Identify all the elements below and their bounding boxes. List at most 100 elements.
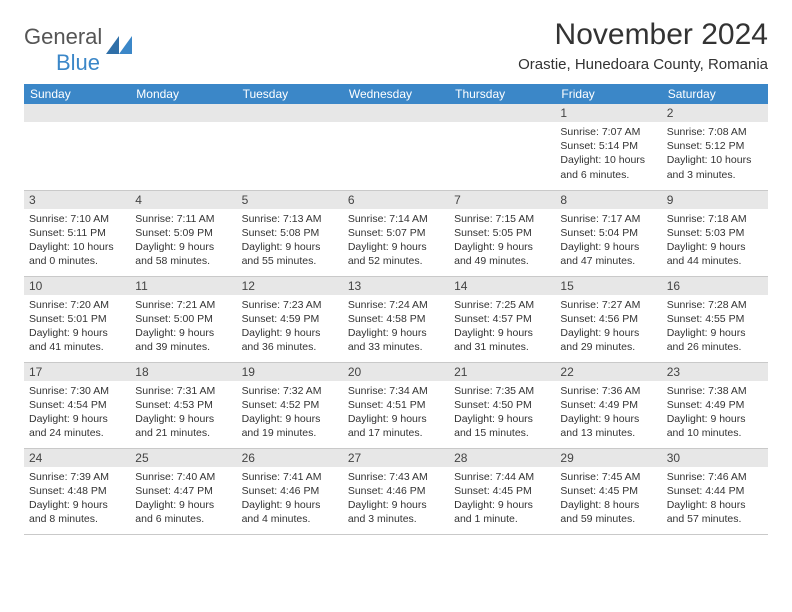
calendar-day-cell: 16Sunrise: 7:28 AMSunset: 4:55 PMDayligh… [662,276,768,362]
weekday-header: Saturday [662,84,768,104]
day-number: 21 [449,363,555,381]
day-details: Sunrise: 7:39 AMSunset: 4:48 PMDaylight:… [24,467,130,531]
day-details: Sunrise: 7:08 AMSunset: 5:12 PMDaylight:… [662,122,768,186]
day-details: Sunrise: 7:43 AMSunset: 4:46 PMDaylight:… [343,467,449,531]
day-number: 16 [662,277,768,295]
day-number: 6 [343,191,449,209]
day-number: 19 [237,363,343,381]
day-number: 8 [555,191,661,209]
calendar-day-cell: 28Sunrise: 7:44 AMSunset: 4:45 PMDayligh… [449,448,555,534]
calendar-day-cell: 25Sunrise: 7:40 AMSunset: 4:47 PMDayligh… [130,448,236,534]
day-number: 2 [662,104,768,122]
calendar-day-cell: 24Sunrise: 7:39 AMSunset: 4:48 PMDayligh… [24,448,130,534]
calendar-day-cell: 26Sunrise: 7:41 AMSunset: 4:46 PMDayligh… [237,448,343,534]
day-details: Sunrise: 7:23 AMSunset: 4:59 PMDaylight:… [237,295,343,359]
day-number: 14 [449,277,555,295]
calendar-week-row: 3Sunrise: 7:10 AMSunset: 5:11 PMDaylight… [24,190,768,276]
weekday-header: Friday [555,84,661,104]
day-details: Sunrise: 7:35 AMSunset: 4:50 PMDaylight:… [449,381,555,445]
day-details: Sunrise: 7:36 AMSunset: 4:49 PMDaylight:… [555,381,661,445]
day-number [130,104,236,122]
calendar-day-cell [130,104,236,190]
day-number [237,104,343,122]
day-details: Sunrise: 7:44 AMSunset: 4:45 PMDaylight:… [449,467,555,531]
calendar-day-cell: 14Sunrise: 7:25 AMSunset: 4:57 PMDayligh… [449,276,555,362]
day-details: Sunrise: 7:27 AMSunset: 4:56 PMDaylight:… [555,295,661,359]
calendar-table: SundayMondayTuesdayWednesdayThursdayFrid… [24,84,768,535]
day-number [343,104,449,122]
day-details: Sunrise: 7:15 AMSunset: 5:05 PMDaylight:… [449,209,555,273]
calendar-day-cell [24,104,130,190]
day-number: 24 [24,449,130,467]
calendar-day-cell: 9Sunrise: 7:18 AMSunset: 5:03 PMDaylight… [662,190,768,276]
day-details: Sunrise: 7:40 AMSunset: 4:47 PMDaylight:… [130,467,236,531]
day-number: 26 [237,449,343,467]
day-number: 18 [130,363,236,381]
calendar-day-cell: 23Sunrise: 7:38 AMSunset: 4:49 PMDayligh… [662,362,768,448]
calendar-day-cell: 22Sunrise: 7:36 AMSunset: 4:49 PMDayligh… [555,362,661,448]
day-number: 10 [24,277,130,295]
day-number: 12 [237,277,343,295]
day-details: Sunrise: 7:18 AMSunset: 5:03 PMDaylight:… [662,209,768,273]
calendar-day-cell: 10Sunrise: 7:20 AMSunset: 5:01 PMDayligh… [24,276,130,362]
weekday-header: Wednesday [343,84,449,104]
day-details: Sunrise: 7:20 AMSunset: 5:01 PMDaylight:… [24,295,130,359]
calendar-day-cell: 29Sunrise: 7:45 AMSunset: 4:45 PMDayligh… [555,448,661,534]
day-number: 28 [449,449,555,467]
day-number: 11 [130,277,236,295]
day-details: Sunrise: 7:41 AMSunset: 4:46 PMDaylight:… [237,467,343,531]
day-number [24,104,130,122]
day-number: 4 [130,191,236,209]
day-number: 25 [130,449,236,467]
day-number: 23 [662,363,768,381]
title-block: November 2024 Orastie, Hunedoara County,… [518,18,768,73]
day-details: Sunrise: 7:14 AMSunset: 5:07 PMDaylight:… [343,209,449,273]
day-details: Sunrise: 7:30 AMSunset: 4:54 PMDaylight:… [24,381,130,445]
calendar-day-cell: 7Sunrise: 7:15 AMSunset: 5:05 PMDaylight… [449,190,555,276]
calendar-day-cell: 2Sunrise: 7:08 AMSunset: 5:12 PMDaylight… [662,104,768,190]
day-details: Sunrise: 7:34 AMSunset: 4:51 PMDaylight:… [343,381,449,445]
day-details: Sunrise: 7:21 AMSunset: 5:00 PMDaylight:… [130,295,236,359]
calendar-day-cell [449,104,555,190]
weekday-header: Tuesday [237,84,343,104]
calendar-day-cell: 21Sunrise: 7:35 AMSunset: 4:50 PMDayligh… [449,362,555,448]
day-number: 7 [449,191,555,209]
calendar-week-row: 10Sunrise: 7:20 AMSunset: 5:01 PMDayligh… [24,276,768,362]
day-details: Sunrise: 7:32 AMSunset: 4:52 PMDaylight:… [237,381,343,445]
day-details: Sunrise: 7:11 AMSunset: 5:09 PMDaylight:… [130,209,236,273]
day-details: Sunrise: 7:28 AMSunset: 4:55 PMDaylight:… [662,295,768,359]
day-number: 5 [237,191,343,209]
calendar-day-cell: 5Sunrise: 7:13 AMSunset: 5:08 PMDaylight… [237,190,343,276]
day-number: 9 [662,191,768,209]
day-number: 3 [24,191,130,209]
calendar-day-cell [343,104,449,190]
calendar-day-cell: 4Sunrise: 7:11 AMSunset: 5:09 PMDaylight… [130,190,236,276]
calendar-day-cell: 3Sunrise: 7:10 AMSunset: 5:11 PMDaylight… [24,190,130,276]
day-details: Sunrise: 7:07 AMSunset: 5:14 PMDaylight:… [555,122,661,186]
day-number: 30 [662,449,768,467]
day-number: 15 [555,277,661,295]
calendar-day-cell: 1Sunrise: 7:07 AMSunset: 5:14 PMDaylight… [555,104,661,190]
calendar-day-cell: 6Sunrise: 7:14 AMSunset: 5:07 PMDaylight… [343,190,449,276]
location-text: Orastie, Hunedoara County, Romania [518,56,768,73]
calendar-week-row: 1Sunrise: 7:07 AMSunset: 5:14 PMDaylight… [24,104,768,190]
calendar-day-cell: 15Sunrise: 7:27 AMSunset: 4:56 PMDayligh… [555,276,661,362]
day-number: 17 [24,363,130,381]
day-number: 27 [343,449,449,467]
calendar-day-cell [237,104,343,190]
calendar-day-cell: 27Sunrise: 7:43 AMSunset: 4:46 PMDayligh… [343,448,449,534]
brand-blue: Blue [56,50,100,75]
day-number: 22 [555,363,661,381]
day-number: 20 [343,363,449,381]
calendar-day-cell: 18Sunrise: 7:31 AMSunset: 4:53 PMDayligh… [130,362,236,448]
day-details: Sunrise: 7:25 AMSunset: 4:57 PMDaylight:… [449,295,555,359]
day-number [449,104,555,122]
day-number: 13 [343,277,449,295]
calendar-day-cell: 13Sunrise: 7:24 AMSunset: 4:58 PMDayligh… [343,276,449,362]
day-number: 1 [555,104,661,122]
calendar-week-row: 24Sunrise: 7:39 AMSunset: 4:48 PMDayligh… [24,448,768,534]
calendar-day-cell: 19Sunrise: 7:32 AMSunset: 4:52 PMDayligh… [237,362,343,448]
weekday-header: Sunday [24,84,130,104]
weekday-header-row: SundayMondayTuesdayWednesdayThursdayFrid… [24,84,768,104]
brand-triangle-icon [106,36,132,54]
